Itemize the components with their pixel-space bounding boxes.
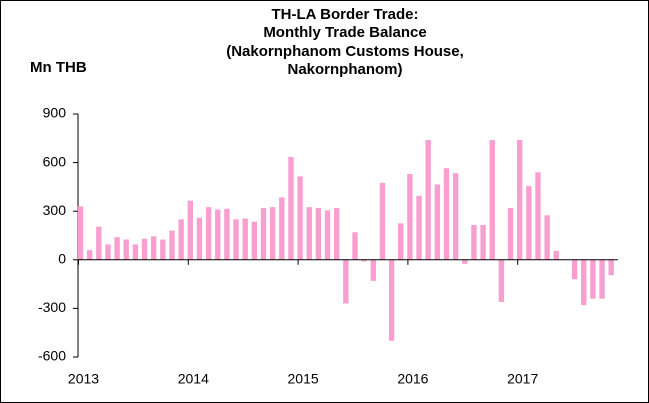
bar — [306, 207, 312, 260]
bar — [489, 139, 495, 260]
bar — [105, 244, 111, 260]
y-axis-label: Mn THB — [30, 59, 87, 76]
bar — [434, 184, 441, 260]
bar — [425, 139, 431, 260]
bar — [242, 218, 248, 260]
bar — [324, 210, 331, 260]
bar — [535, 172, 541, 260]
bar — [205, 207, 212, 260]
bar — [141, 238, 148, 260]
bar — [480, 224, 486, 260]
bar — [388, 259, 395, 341]
bar — [288, 156, 294, 260]
bar — [343, 259, 349, 304]
bar — [315, 207, 322, 260]
x-tick-label: 2015 — [288, 371, 319, 387]
x-tick-label: 2013 — [68, 371, 99, 387]
bar — [160, 239, 166, 260]
bar — [498, 259, 505, 302]
bar — [452, 173, 459, 260]
bar — [370, 259, 376, 281]
y-tick-label: -300 — [38, 299, 66, 315]
bar — [178, 219, 184, 260]
bar — [215, 209, 221, 260]
bar — [132, 244, 139, 260]
bar — [169, 230, 175, 260]
bar — [251, 221, 258, 260]
bar — [544, 215, 550, 260]
bar — [123, 239, 129, 260]
bar — [553, 250, 559, 260]
bar — [334, 207, 340, 260]
bar — [571, 259, 578, 280]
x-tick-label: 2014 — [178, 371, 209, 387]
bar — [196, 217, 203, 260]
bar — [507, 207, 514, 260]
bar — [471, 224, 477, 260]
chart-title: Nakornphanom) — [287, 61, 402, 78]
bar — [581, 259, 587, 306]
bar — [599, 259, 605, 299]
bar — [187, 200, 193, 260]
bar — [114, 237, 120, 260]
x-tick-label: 2017 — [507, 371, 538, 387]
bar — [407, 173, 413, 260]
x-tick-label: 2016 — [397, 371, 428, 387]
bar — [517, 139, 523, 260]
bar — [269, 207, 276, 260]
bar — [96, 226, 102, 260]
y-tick-label: -600 — [38, 348, 66, 364]
y-tick-label: 600 — [43, 153, 67, 169]
bar — [416, 195, 422, 260]
y-tick-label: 300 — [43, 202, 67, 218]
bar — [279, 197, 285, 260]
chart-title: (Nakornphanom Customs House, — [226, 43, 464, 60]
bar — [86, 250, 93, 260]
y-tick-label: 900 — [43, 105, 67, 121]
bar — [224, 208, 230, 260]
bar — [297, 176, 303, 260]
y-tick-label: 0 — [58, 251, 66, 267]
bar — [398, 223, 404, 260]
bar — [590, 259, 596, 299]
chart-title: TH-LA Border Trade: — [272, 6, 419, 23]
bar — [443, 168, 450, 260]
bar — [379, 182, 386, 260]
bar — [77, 206, 84, 260]
bar — [233, 219, 239, 260]
bar — [260, 207, 267, 260]
bar — [361, 259, 367, 262]
bar — [608, 259, 614, 276]
bar — [352, 232, 358, 260]
bar — [462, 259, 468, 264]
bar — [526, 186, 532, 260]
bar — [151, 236, 157, 260]
chart-title: Monthly Trade Balance — [263, 24, 426, 41]
